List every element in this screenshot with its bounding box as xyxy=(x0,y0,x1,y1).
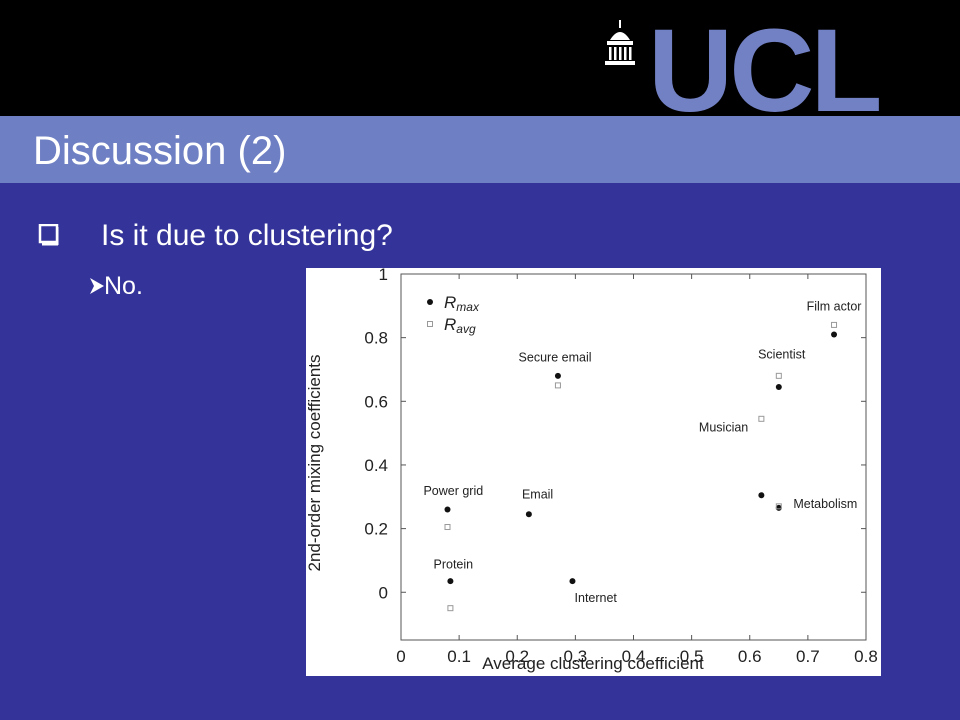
y-tick-label: 0 xyxy=(379,583,388,602)
point-annotation: Scientist xyxy=(758,347,806,361)
ucl-logo: UCL xyxy=(600,12,920,130)
header-bar xyxy=(0,0,960,118)
point-ravg xyxy=(447,605,454,612)
x-tick-label: 0.7 xyxy=(796,647,820,666)
point-annotation: Film actor xyxy=(807,300,862,314)
x-tick-label: 0.5 xyxy=(680,647,704,666)
arrow-bullet-icon xyxy=(90,278,104,294)
point-rmax xyxy=(447,578,454,585)
legend-label: Ravg xyxy=(444,315,476,336)
point-ravg xyxy=(554,382,561,389)
point-annotation: Internet xyxy=(575,591,618,605)
point-annotation: Metabolism xyxy=(793,497,857,511)
point-annotation: Power grid xyxy=(423,484,483,498)
chart-panel: 0 0.1 0.2 0.3 0.4 0.5 0.6 0.7 0.8 0 0.2 0.4 0.6 0.8 1 … xyxy=(305,265,881,676)
point-ravg xyxy=(775,503,782,510)
title-band xyxy=(0,116,960,183)
sub-bullet-text: No. xyxy=(104,272,143,300)
point-ravg xyxy=(775,372,782,379)
point-rmax xyxy=(569,578,576,585)
scatter-chart: 0 0.1 0.2 0.3 0.4 0.5 0.6 0.7 0.800.20.40.60.81 … xyxy=(305,265,878,673)
y-tick-label: 0.4 xyxy=(364,456,388,475)
x-tick-label: 0.3 xyxy=(564,647,588,666)
point-annotation: Email xyxy=(522,487,553,501)
y-tick-label: 0.6 xyxy=(364,392,388,411)
portico-icon xyxy=(605,20,635,65)
point-rmax xyxy=(775,504,782,511)
point-rmax xyxy=(554,372,561,379)
x-tick-label: 0.4 xyxy=(622,647,646,666)
point-annotation: Protein xyxy=(434,557,474,571)
point-ravg xyxy=(444,524,451,531)
logo-text: UCL xyxy=(648,5,883,137)
point-rmax xyxy=(831,331,838,338)
y-tick-label: 1 xyxy=(379,268,388,284)
point-annotation: Musician xyxy=(699,421,748,435)
point-ravg xyxy=(831,321,838,328)
x-axis-label: Average clustering coefficient xyxy=(482,654,704,673)
x-tick-label: 0.2 xyxy=(505,647,529,666)
point-rmax xyxy=(525,511,532,518)
y-tick-label: 0.8 xyxy=(364,329,388,348)
x-tick-label: 0 xyxy=(396,647,405,666)
x-tick-label: 0.8 xyxy=(854,647,878,666)
checkbox-bullet-icon xyxy=(38,224,59,246)
point-annotation: Secure email xyxy=(519,351,592,365)
point-rmax xyxy=(775,383,782,390)
y-axis-label: 2nd-order mixing coefficients xyxy=(306,354,324,571)
point-rmax xyxy=(758,492,765,499)
x-tick-label: 0.1 xyxy=(447,647,471,666)
x-tick-label: 0.6 xyxy=(738,647,762,666)
point-ravg xyxy=(758,415,765,422)
point-rmax xyxy=(444,506,451,513)
legend-label: Rmax xyxy=(444,293,480,314)
y-tick-label: 0.2 xyxy=(364,520,388,539)
bullet-text: Is it due to clustering? xyxy=(101,219,393,252)
slide-title: Discussion (2) xyxy=(33,129,287,173)
legend-marker-rmax xyxy=(427,299,433,305)
legend-marker-ravg xyxy=(427,321,433,327)
